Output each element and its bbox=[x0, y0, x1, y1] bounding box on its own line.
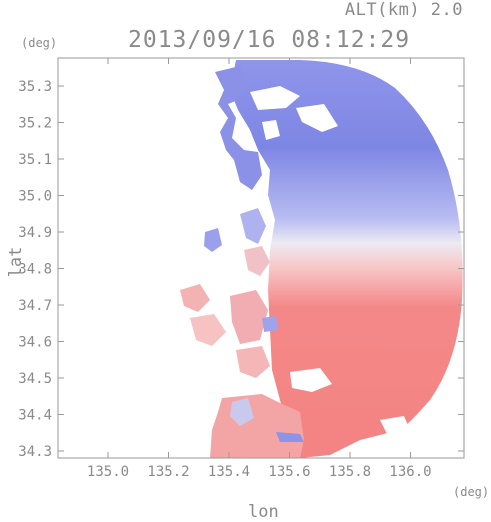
echo-gap bbox=[250, 86, 300, 110]
echo-gap bbox=[296, 104, 338, 132]
timestamp-title: 2013/09/16 08:12:29 bbox=[128, 27, 411, 53]
plot-frame bbox=[57, 57, 465, 459]
x-axis-label: lon bbox=[248, 502, 279, 522]
lon-tick-label: 135.0 bbox=[87, 464, 129, 480]
lon-tick-label: 135.4 bbox=[208, 464, 250, 480]
lat-tick-label: 35.2 bbox=[18, 116, 52, 132]
echo-patch bbox=[230, 290, 268, 344]
lon-tick-label: 135.2 bbox=[147, 464, 189, 480]
echo-patch bbox=[262, 316, 278, 332]
lon-tick-label: 136.0 bbox=[389, 464, 431, 480]
echo-patch bbox=[180, 284, 210, 312]
lat-tick-label: 34.5 bbox=[18, 371, 52, 387]
lat-tick-label: 35.3 bbox=[18, 79, 52, 95]
echo-gap bbox=[380, 416, 410, 436]
echo-gap bbox=[290, 368, 332, 392]
altitude-label: ALT(km) 2.0 bbox=[344, 0, 463, 20]
echo-patch bbox=[230, 398, 254, 426]
lon-tick-label: 135.8 bbox=[329, 464, 371, 480]
echo-patch bbox=[244, 246, 270, 276]
lat-unit-label: (deg) bbox=[21, 36, 58, 50]
lat-tick-label: 35.1 bbox=[18, 152, 52, 168]
echo-patch bbox=[240, 208, 266, 244]
echo-patch bbox=[236, 346, 270, 378]
lat-tick-group: 35.3 35.2 35.1 35.0 34.9 34.8 34.7 34.6 34.5 34.4… bbox=[18, 79, 464, 460]
lat-tick-label: 34.4 bbox=[18, 408, 52, 424]
echo-region bbox=[180, 60, 463, 458]
blue-echo-cluster bbox=[215, 66, 262, 190]
echo-patch bbox=[190, 314, 226, 346]
lat-tick-label: 34.6 bbox=[18, 335, 52, 351]
lon-tick-group: 135.0 135.2 135.4 135.6 135.8 136.0 bbox=[87, 58, 432, 480]
echo-gap bbox=[262, 120, 280, 140]
lat-tick-label: 34.3 bbox=[18, 444, 52, 460]
echo-patch bbox=[276, 432, 304, 442]
echo-patch bbox=[204, 228, 222, 252]
lat-tick-label: 35.0 bbox=[18, 189, 52, 205]
radial-velocity-field bbox=[230, 60, 463, 458]
lat-tick-label: 34.8 bbox=[18, 262, 52, 278]
lon-unit-label: (deg) bbox=[453, 485, 490, 499]
lat-tick-label: 34.9 bbox=[18, 225, 52, 241]
lon-tick-label: 135.6 bbox=[268, 464, 310, 480]
lat-tick-label: 34.7 bbox=[18, 298, 52, 314]
